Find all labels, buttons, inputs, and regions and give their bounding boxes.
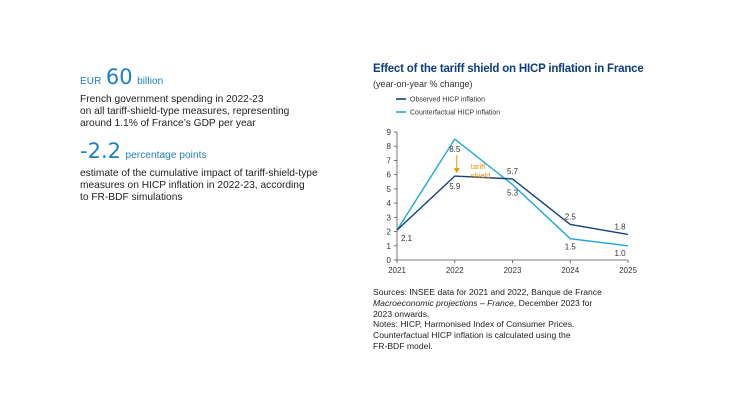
key-figure-spending: EUR 60 billion French government spendin… <box>80 66 350 130</box>
key-figure-desc-line: around 1.1% of France’s GDP per year <box>80 118 256 129</box>
y-tick-label: 1 <box>387 242 392 251</box>
key-figure-prefix: EUR <box>80 76 102 87</box>
inflation-line-chart: 0 1 2 3 4 5 6 7 8 9 2021 2022 2023 2024 2025 Observed H… <box>387 97 638 276</box>
data-label: 1.0 <box>614 249 626 258</box>
key-figure-value: 60 <box>105 65 133 89</box>
data-label: 1.8 <box>614 222 626 231</box>
y-tick-label: 7 <box>387 156 392 165</box>
key-figure-desc-line: on all tariff-shield-type measures, repr… <box>80 106 290 117</box>
y-tick-label: 2 <box>387 228 392 237</box>
y-tick-label: 5 <box>387 185 392 194</box>
y-tick-label: 0 <box>387 256 392 265</box>
key-figure-headline: EUR 60 billion <box>80 66 350 93</box>
key-figure-desc-line: estimate of the cumulative impact of tar… <box>80 168 318 179</box>
x-tick-label: 2024 <box>561 266 579 275</box>
key-figure-headline: -2.2 percentage points <box>80 140 350 167</box>
data-label: 8.5 <box>449 145 461 154</box>
key-figure-desc-line: to FR-BDF simulations <box>80 192 183 203</box>
chart-subtitle: (year-on-year % change) <box>373 79 473 89</box>
sources-line: Macroeconomic projections – France, Dece… <box>373 298 623 309</box>
x-tick-label: 2021 <box>388 266 406 275</box>
annotation-label: tariff <box>471 162 486 171</box>
notes-line: Counterfactual HICP inflation is calcula… <box>373 330 571 341</box>
data-label: 5.3 <box>507 189 519 198</box>
data-label: 5.7 <box>507 167 519 176</box>
annotation-arrowhead <box>453 168 460 174</box>
data-label: 1.5 <box>565 243 577 252</box>
legend-label: Counterfactual HICP inflation <box>410 110 500 117</box>
legend-label: Observed HICP inflation <box>410 97 485 104</box>
key-figure-desc-line: measures on HICP inflation in 2022-23, a… <box>80 180 305 191</box>
chart-title: Effect of the tariff shield on HICP infl… <box>373 63 644 75</box>
x-tick-label: 2025 <box>619 266 637 275</box>
key-figure-suffix: percentage points <box>125 150 207 161</box>
y-tick-label: 8 <box>387 142 392 151</box>
sources-publication-title: Macroeconomic projections – France <box>373 297 514 308</box>
x-tick-label: 2022 <box>446 266 464 275</box>
key-figure-suffix: billion <box>137 76 164 87</box>
y-tick-label: 6 <box>387 171 392 180</box>
key-figure-desc-line: French government spending in 2022-23 <box>80 94 264 105</box>
key-figure-description: estimate of the cumulative impact of tar… <box>80 168 350 204</box>
key-figure-impact: -2.2 percentage points estimate of the c… <box>80 140 350 204</box>
sources-line-rest: , December 2023 for <box>513 297 593 308</box>
data-label: 2.1 <box>401 234 413 243</box>
notes-line: FR-BDF model. <box>373 340 433 351</box>
y-tick-label: 4 <box>387 199 392 208</box>
notes-line: Notes: HICP, Harmonised Index of Consume… <box>373 319 575 330</box>
sources-line: 2023 onwards. <box>373 308 430 319</box>
series-line <box>396 138 629 247</box>
data-label: 5.9 <box>449 182 461 191</box>
chart-sources: Sources: INSEE data for 2021 and 2022, B… <box>373 287 623 352</box>
y-tick-label: 3 <box>387 213 392 222</box>
y-tick-label: 9 <box>387 128 392 137</box>
data-label: 2.5 <box>565 212 577 221</box>
annotation-label: shield <box>471 171 491 180</box>
series-line <box>396 175 629 236</box>
key-figure-description: French government spending in 2022-23 on… <box>80 94 350 130</box>
x-tick-label: 2023 <box>504 266 522 275</box>
sources-line: Sources: INSEE data for 2021 and 2022, B… <box>373 287 602 297</box>
key-figure-value: -2.2 <box>80 139 121 163</box>
